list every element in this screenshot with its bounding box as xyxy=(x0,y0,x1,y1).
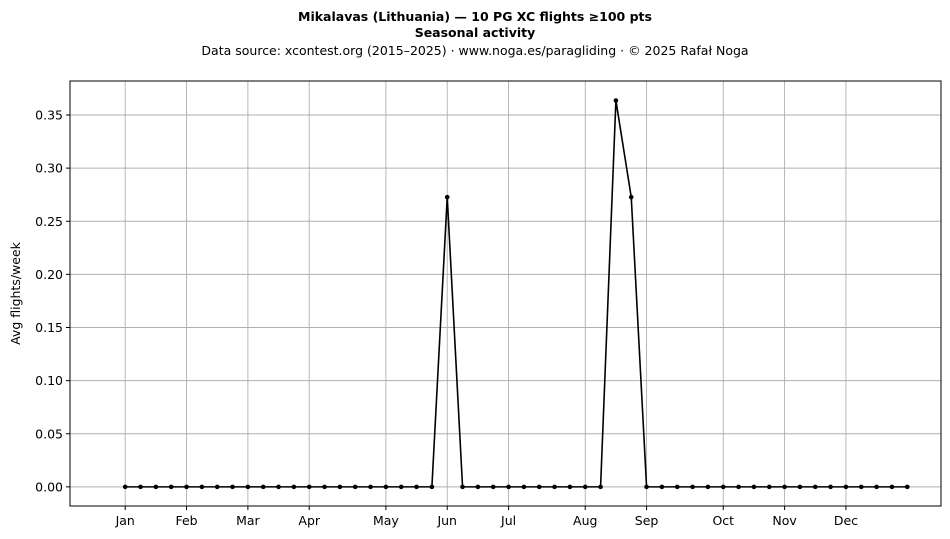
data-point xyxy=(659,484,665,490)
data-point xyxy=(245,484,251,490)
data-point xyxy=(260,484,266,490)
x-tick-label: Apr xyxy=(298,513,320,528)
y-axis-label: Avg flights/week xyxy=(8,241,23,345)
data-point xyxy=(690,484,695,490)
chart-source: Data source: xcontest.org (2015–2025) · … xyxy=(201,43,749,58)
x-tick-label: Jun xyxy=(436,513,457,528)
x-tick-label: Dec xyxy=(834,513,858,528)
data-point xyxy=(858,484,864,490)
data-point xyxy=(904,484,910,490)
data-point xyxy=(230,484,235,490)
data-point xyxy=(736,484,741,490)
data-point xyxy=(352,484,358,490)
data-point xyxy=(644,484,649,490)
data-point xyxy=(598,484,603,490)
data-point xyxy=(843,484,849,490)
x-tick-label: Feb xyxy=(175,513,197,528)
data-point xyxy=(383,484,389,490)
data-point xyxy=(582,484,588,490)
data-point xyxy=(521,484,527,490)
data-point xyxy=(460,484,465,490)
data-point xyxy=(628,194,634,200)
data-point xyxy=(414,484,419,490)
y-tick-label: 0.15 xyxy=(35,320,63,335)
data-point xyxy=(122,484,128,490)
data-point xyxy=(552,484,557,490)
data-point xyxy=(751,484,757,490)
y-tick-label: 0.35 xyxy=(35,108,63,123)
grid xyxy=(70,81,941,506)
chart-title: Mikalavas (Lithuania) — 10 PG XC flights… xyxy=(298,9,652,24)
x-tick-label: Jan xyxy=(115,513,135,528)
x-tick-label: May xyxy=(373,513,399,528)
data-point xyxy=(168,484,174,490)
data-point xyxy=(184,484,189,490)
x-tick-label: Jul xyxy=(500,513,516,528)
data-point xyxy=(720,484,726,490)
y-tick-label: 0.25 xyxy=(35,214,63,229)
data-point xyxy=(153,484,159,490)
data-point xyxy=(812,484,818,490)
data-point xyxy=(429,484,435,490)
data-point xyxy=(306,484,312,490)
series-layer xyxy=(122,98,910,490)
data-point xyxy=(398,484,404,490)
data-point xyxy=(828,484,833,490)
data-point xyxy=(214,484,220,490)
data-point xyxy=(444,194,450,200)
data-point xyxy=(536,484,542,490)
data-point xyxy=(674,484,680,490)
x-tick-label: Oct xyxy=(712,513,734,528)
series-line xyxy=(125,99,908,488)
x-tick-label: Nov xyxy=(772,513,797,528)
x-tick-label: Mar xyxy=(236,513,260,528)
ticks: 0.00 0.05 0.10 0.15 0.20 0.25 0.30 0.35 Jan Feb Ma… xyxy=(35,108,858,529)
data-point xyxy=(613,98,619,103)
data-point xyxy=(567,484,573,490)
data-point xyxy=(506,484,511,490)
chart-subtitle: Seasonal activity xyxy=(414,25,536,40)
data-point xyxy=(138,484,143,490)
data-point xyxy=(874,484,879,490)
x-tick-label: Aug xyxy=(573,513,597,528)
y-tick-label: 0.20 xyxy=(35,267,63,282)
data-point xyxy=(337,484,343,490)
data-point xyxy=(291,484,297,490)
data-point xyxy=(368,484,373,490)
y-tick-label: 0.30 xyxy=(35,161,63,176)
y-tick-label: 0.00 xyxy=(35,479,63,494)
data-point xyxy=(782,484,787,490)
y-tick-label: 0.05 xyxy=(35,426,63,441)
data-point xyxy=(705,484,711,490)
data-point xyxy=(766,484,772,490)
data-point xyxy=(475,484,481,490)
data-point xyxy=(797,484,803,490)
data-point xyxy=(490,484,496,490)
data-point xyxy=(322,484,327,490)
data-point xyxy=(889,484,895,490)
data-point xyxy=(199,484,205,490)
data-point xyxy=(276,484,281,490)
plot-frame xyxy=(69,80,942,507)
y-tick-label: 0.10 xyxy=(35,373,63,388)
x-tick-label: Sep xyxy=(635,513,659,528)
